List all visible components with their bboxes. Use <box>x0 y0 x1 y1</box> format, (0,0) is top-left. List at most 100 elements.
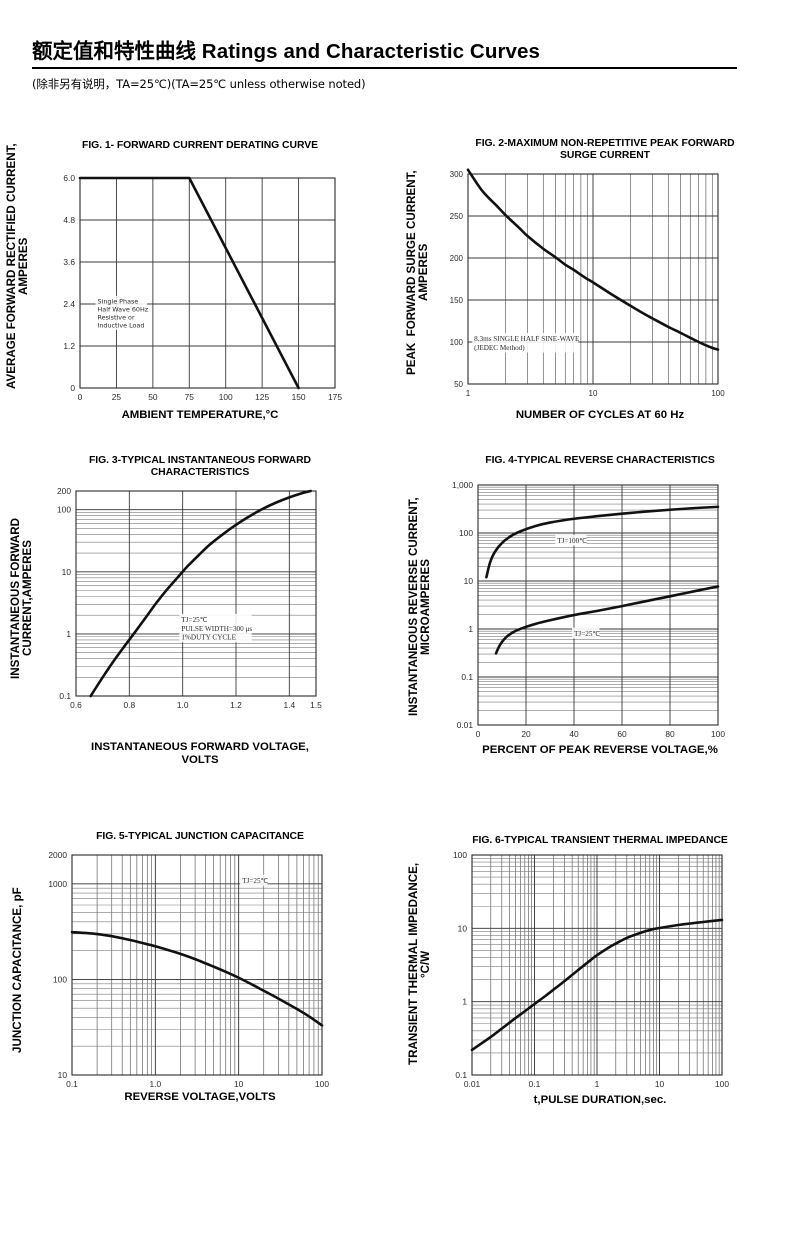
fig6-xlabel: t,PULSE DURATION,sec. <box>400 1094 800 1107</box>
fig3-title: FIG. 3-TYPICAL INSTANTANEOUS FORWARD CHAR… <box>10 455 390 480</box>
fig3-xtick-3: 1.2 <box>230 700 242 710</box>
fig6-title: FIG. 6-TYPICAL TRANSIENT THERMAL IMPEDAN… <box>410 835 790 847</box>
fig3-xlabel-line-1: VOLTS <box>181 754 219 767</box>
fig1-annotation-0-line-2: Resistive or <box>97 313 134 321</box>
fig2-xtick-2: 100 <box>711 389 725 398</box>
fig3-title-line-0: FIG. 3-TYPICAL INSTANTANEOUS FORWARD <box>89 455 311 466</box>
fig1-ytick-1: 1.2 <box>63 341 75 351</box>
page-title-chinese: 额定值和特性曲线 <box>32 39 196 63</box>
figures-row-3: FIG. 5-TYPICAL JUNCTION CAPACITANCE JUNCT… <box>0 811 800 1141</box>
fig4-ytick-5: 1,000 <box>452 480 473 490</box>
fig4-xtick-0: 0 <box>476 729 481 739</box>
fig1-xlabel-line-0: AMBIENT TEMPERATURE,°C <box>121 409 279 421</box>
fig5-annotation-0-line-0: TJ=25℃ <box>242 877 269 885</box>
fig5-title: FIG. 5-TYPICAL JUNCTION CAPACITANCE <box>10 831 390 843</box>
fig1-ytick-0: 0 <box>70 383 75 393</box>
fig2-xlabel-line-0: NUMBER OF CYCLES AT 60 Hz <box>515 409 685 421</box>
fig5-ytick-0: 10 <box>58 1070 68 1080</box>
page-title: 额定值和特性曲线 Ratings and Characteristic Curv… <box>32 34 737 69</box>
chart-fig5-typical-junction-capacitance: FIG. 5-TYPICAL JUNCTION CAPACITANCE JUNCT… <box>0 811 400 1141</box>
fig4-title: FIG. 4-TYPICAL REVERSE CHARACTERISTICS <box>410 455 790 467</box>
fig4-series-0 <box>485 505 720 579</box>
fig4-svg: TJ=100℃ TJ=25℃ 0 20 40 60 80 100 0.01 0.1 1 10 100 1,… <box>452 480 725 739</box>
figure-cell-fig5: FIG. 5-TYPICAL JUNCTION CAPACITANCE JUNCT… <box>0 811 400 1141</box>
fig4-ytick-3: 10 <box>464 576 474 586</box>
fig3-ytick-3: 100 <box>57 505 71 515</box>
fig3-xtick-1: 0.8 <box>124 700 136 710</box>
fig3-xlabel: INSTANTANEOUS FORWARD VOLTAGE, VOLTS <box>0 741 400 767</box>
page-title-english: Ratings and Characteristic Curves <box>196 40 541 63</box>
fig4-ytick-1: 0.1 <box>461 672 473 682</box>
chart-fig3-instantaneous-forward-characteristics: FIG. 3-TYPICAL INSTANTANEOUS FORWARD CHAR… <box>0 451 400 811</box>
fig1-annotation-0-line-1: Half Wave 60Hz <box>97 305 148 313</box>
fig1-xtick-2: 50 <box>148 392 158 402</box>
fig4-xlabel: PERCENT OF PEAK REVERSE VOLTAGE,% <box>400 744 800 757</box>
fig2-annotation-0-line-0: 8.3ms SINGLE HALF SINE-WAVE <box>474 335 580 343</box>
fig4-xtick-5: 100 <box>711 729 725 739</box>
fig1-title-line-0: FIG. 1- FORWARD CURRENT DERATING CURVE <box>82 140 318 151</box>
fig6-xtick-0: 0.01 <box>464 1079 481 1089</box>
fig2-xtick-1: 10 <box>589 389 598 398</box>
fig1-ytick-5: 6.0 <box>63 173 75 183</box>
fig4-xlabel-line-0: PERCENT OF PEAK REVERSE VOLTAGE,% <box>482 744 718 756</box>
fig1-xtick-0: 0 <box>78 392 83 402</box>
figure-cell-fig2: FIG. 2-MAXIMUM NON-REPETITIVE PEAK FORWA… <box>400 106 800 451</box>
fig6-ytick-3: 100 <box>453 850 467 860</box>
fig5-ytick-1: 100 <box>53 974 67 984</box>
fig4-ytick-4: 100 <box>459 528 473 538</box>
fig3-annotation-0-line-1: PULSE WIDTH=300 μs <box>181 625 252 633</box>
fig2-title-line-0: FIG. 2-MAXIMUM NON-REPETITIVE PEAK FORWA… <box>475 138 735 149</box>
fig2-series-0 <box>466 168 720 351</box>
figures-row-2: FIG. 3-TYPICAL INSTANTANEOUS FORWARD CHAR… <box>0 451 800 811</box>
fig5-title-line-0: FIG. 5-TYPICAL JUNCTION CAPACITANCE <box>96 831 304 842</box>
fig3-ytick-1: 1 <box>66 629 71 639</box>
fig1-ytick-2: 2.4 <box>63 299 75 309</box>
fig1-xtick-1: 25 <box>112 392 122 402</box>
fig6-title-line-0: FIG. 6-TYPICAL TRANSIENT THERMAL IMPEDAN… <box>472 835 728 846</box>
page-header: 额定值和特性曲线 Ratings and Characteristic Curv… <box>0 0 800 92</box>
fig3-xtick-4: 1.4 <box>284 700 296 710</box>
fig2-title-line-1: SURGE CURRENT <box>560 150 650 162</box>
fig5-xtick-0: 0.1 <box>66 1079 78 1089</box>
fig4-xtick-2: 40 <box>569 729 579 739</box>
fig2-ytick-4: 250 <box>450 212 464 221</box>
fig2-ytick-2: 150 <box>450 296 464 305</box>
figures-grid: FIG. 1- FORWARD CURRENT DERATING CURVE AV… <box>0 106 800 1141</box>
fig5-xtick-3: 100 <box>315 1079 329 1089</box>
fig2-svg: 8.3ms SINGLE HALF SINE-WAVE(JEDEC Method… <box>450 168 725 398</box>
fig3-xtick-0: 0.6 <box>70 700 82 710</box>
fig1-xtick-5: 125 <box>255 392 269 402</box>
fig3-series-0 <box>89 489 312 698</box>
fig3-xtick-5: 1.5 <box>310 700 322 710</box>
fig3-xlabel-line-0: INSTANTANEOUS FORWARD VOLTAGE, <box>91 741 309 753</box>
fig2-annotation-0-line-1: (JEDEC Method) <box>474 344 525 352</box>
fig6-series-0 <box>470 918 724 1052</box>
fig6-ytick-2: 10 <box>458 923 468 933</box>
fig1-annotation-0-line-3: Inductive Load <box>97 321 144 329</box>
fig4-series-1 <box>494 585 720 655</box>
fig4-xtick-4: 80 <box>665 729 675 739</box>
fig5-xtick-2: 10 <box>234 1079 244 1089</box>
fig2-ytick-1: 100 <box>450 338 464 347</box>
fig1-ytick-3: 3.6 <box>63 257 75 267</box>
fig5-plot-area: TJ=25℃ 0.1 1.0 10 100 10 100 1000 2000 <box>0 811 400 1141</box>
page-subtitle: (除非另有说明，TA=25℃)(TA=25℃ unless otherwise … <box>32 77 366 91</box>
fig1-xtick-7: 175 <box>328 392 342 402</box>
fig3-plot-area: TJ=25℃ PULSE WIDTH=300 μs 1%DUTY CYCLE 0.6 0… <box>0 451 400 811</box>
fig3-ytick-0: 0.1 <box>59 691 71 701</box>
fig6-ytick-1: 1 <box>462 997 467 1007</box>
fig3-annotation-0-line-2: 1%DUTY CYCLE <box>181 634 236 642</box>
fig4-annotation-1-line-0: TJ=25℃ <box>574 630 601 638</box>
fig6-xtick-4: 100 <box>715 1079 729 1089</box>
fig5-xlabel-line-0: REVERSE VOLTAGE,VOLTS <box>124 1091 276 1103</box>
figure-cell-fig1: FIG. 1- FORWARD CURRENT DERATING CURVE AV… <box>0 106 400 451</box>
fig4-plot-area: TJ=100℃ TJ=25℃ 0 20 40 60 80 100 0.01 0.1 1 10 100 1,… <box>400 451 800 811</box>
fig6-xlabel-line-0: t,PULSE DURATION,sec. <box>533 1094 667 1106</box>
fig1-title: FIG. 1- FORWARD CURRENT DERATING CURVE <box>0 140 400 152</box>
fig3-annotation-0-line-0: TJ=25℃ <box>181 616 208 624</box>
fig6-xtick-1: 0.1 <box>529 1079 541 1089</box>
fig2-ytick-5: 300 <box>450 170 464 179</box>
fig1-plot-area: Single Phase Half Wave 60Hz Resistive or In… <box>0 106 400 451</box>
